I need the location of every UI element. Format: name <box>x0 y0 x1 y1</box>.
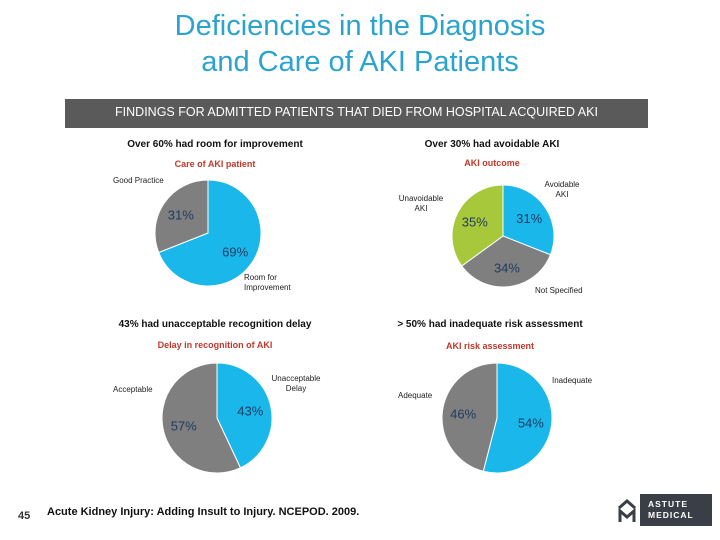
logo-text: MEDICAL <box>648 510 694 520</box>
category-label: Good Practice <box>113 176 164 185</box>
category-label: Acceptable <box>113 385 153 394</box>
pie-slice <box>451 184 504 267</box>
data-label: 54% <box>518 415 544 430</box>
slide-title: Deficiencies in the Diagnosis and Care o… <box>174 10 546 78</box>
logo-text: ASTUTE <box>648 499 688 509</box>
pie-slice <box>216 362 273 469</box>
category-label: Room for Improvement <box>244 273 291 292</box>
pie-slice <box>154 179 209 254</box>
data-label: 31% <box>168 208 194 223</box>
logo-icon <box>618 499 636 522</box>
category-label: Unacceptable Delay <box>271 374 321 393</box>
chart-title: > 50% had inadequate risk assessment <box>397 319 583 330</box>
data-label: 69% <box>222 244 248 259</box>
data-label: 57% <box>171 418 197 433</box>
chart-subtitle: Care of AKI patient <box>175 159 256 169</box>
data-label: 34% <box>494 260 520 275</box>
chart-title: 43% had unacceptable recognition delay <box>119 319 312 330</box>
category-label: Inadequate <box>552 376 593 385</box>
data-label: 46% <box>450 407 476 422</box>
chart-subtitle: AKI risk assessment <box>446 341 534 351</box>
pie-slice <box>482 362 553 474</box>
citation: Acute Kidney Injury: Adding Insult to In… <box>47 506 360 518</box>
pie-slice <box>461 235 552 288</box>
category-label: Avoidable AKI <box>544 180 580 199</box>
page-number: 45 <box>18 510 31 522</box>
chart-subtitle: Delay in recognition of AKI <box>158 340 273 350</box>
category-label: Unavoidable AKI <box>398 194 444 213</box>
category-label: Adequate <box>398 391 433 400</box>
banner: FINDINGS FOR ADMITTED PATIENTS THAT DIED… <box>65 99 648 128</box>
data-label: 31% <box>516 211 542 226</box>
chart-subtitle: AKI outcome <box>464 158 520 168</box>
pie-slice <box>502 184 555 256</box>
pie-slice <box>158 179 262 287</box>
pie-slice <box>161 362 242 474</box>
data-label: 35% <box>462 215 488 230</box>
chart-title: Over 60% had room for improvement <box>127 139 303 150</box>
logo: ASTUTE MEDICAL <box>640 494 712 526</box>
pie-slice <box>441 362 498 472</box>
category-label: Not Specified <box>535 286 583 295</box>
data-label: 43% <box>237 404 263 419</box>
chart-title: Over 30% had avoidable AKI <box>425 139 560 150</box>
